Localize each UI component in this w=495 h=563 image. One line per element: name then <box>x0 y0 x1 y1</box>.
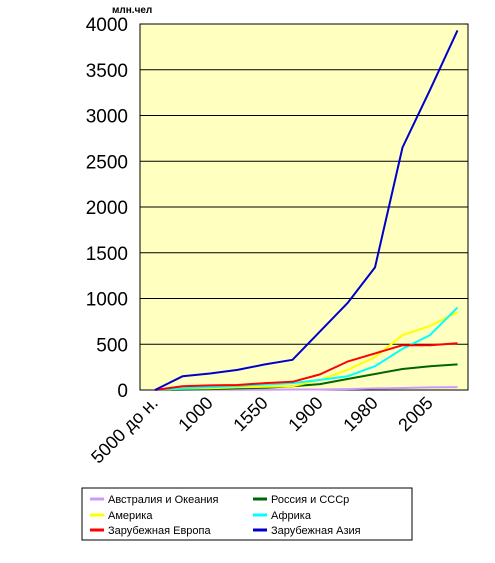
legend-label: Россия и СССр <box>271 494 349 506</box>
y-tick-label: 4000 <box>86 15 128 36</box>
legend-label: Зарубежная Азия <box>271 525 361 537</box>
y-tick-label: 3000 <box>86 107 128 128</box>
legend-box <box>81 487 413 541</box>
x-axis-tick-labels: 5000 до н. 1000 1550 1900 1980 2005 <box>87 393 437 468</box>
series-lines <box>154 29 459 391</box>
x-tick-label: 2005 <box>394 393 436 435</box>
x-tick-label: 1000 <box>174 393 216 435</box>
y-tick-label: 500 <box>96 335 128 356</box>
y-tick-label: 0 <box>117 381 128 402</box>
x-tick-label: 1980 <box>339 393 381 435</box>
y-axis-label: млн.чел <box>112 5 152 16</box>
legend-label: Африка <box>271 510 312 522</box>
legend-label: Зарубежная Европа <box>108 525 211 537</box>
y-tick-label: 2500 <box>86 152 128 173</box>
legend: Австралия и Океания Россия и СССр Америка А… <box>81 487 413 541</box>
legend-label: Австралия и Океания <box>108 494 219 506</box>
series-line-5 <box>154 29 459 391</box>
y-tick-label: 2000 <box>86 198 128 219</box>
x-tick-label: 1900 <box>284 393 326 435</box>
y-tick-label: 3500 <box>86 61 128 82</box>
legend-label: Америка <box>108 510 153 522</box>
x-tick-label: 1550 <box>229 393 271 435</box>
y-axis-tick-labels: 0 500 1000 1500 2000 2500 3000 3500 4000 <box>86 15 128 402</box>
series-line-4 <box>154 342 458 391</box>
y-tick-label: 1500 <box>86 244 128 265</box>
y-tick-label: 1000 <box>86 290 128 311</box>
x-tick-label: 5000 до н. <box>87 393 162 468</box>
series-line-3 <box>154 306 459 391</box>
